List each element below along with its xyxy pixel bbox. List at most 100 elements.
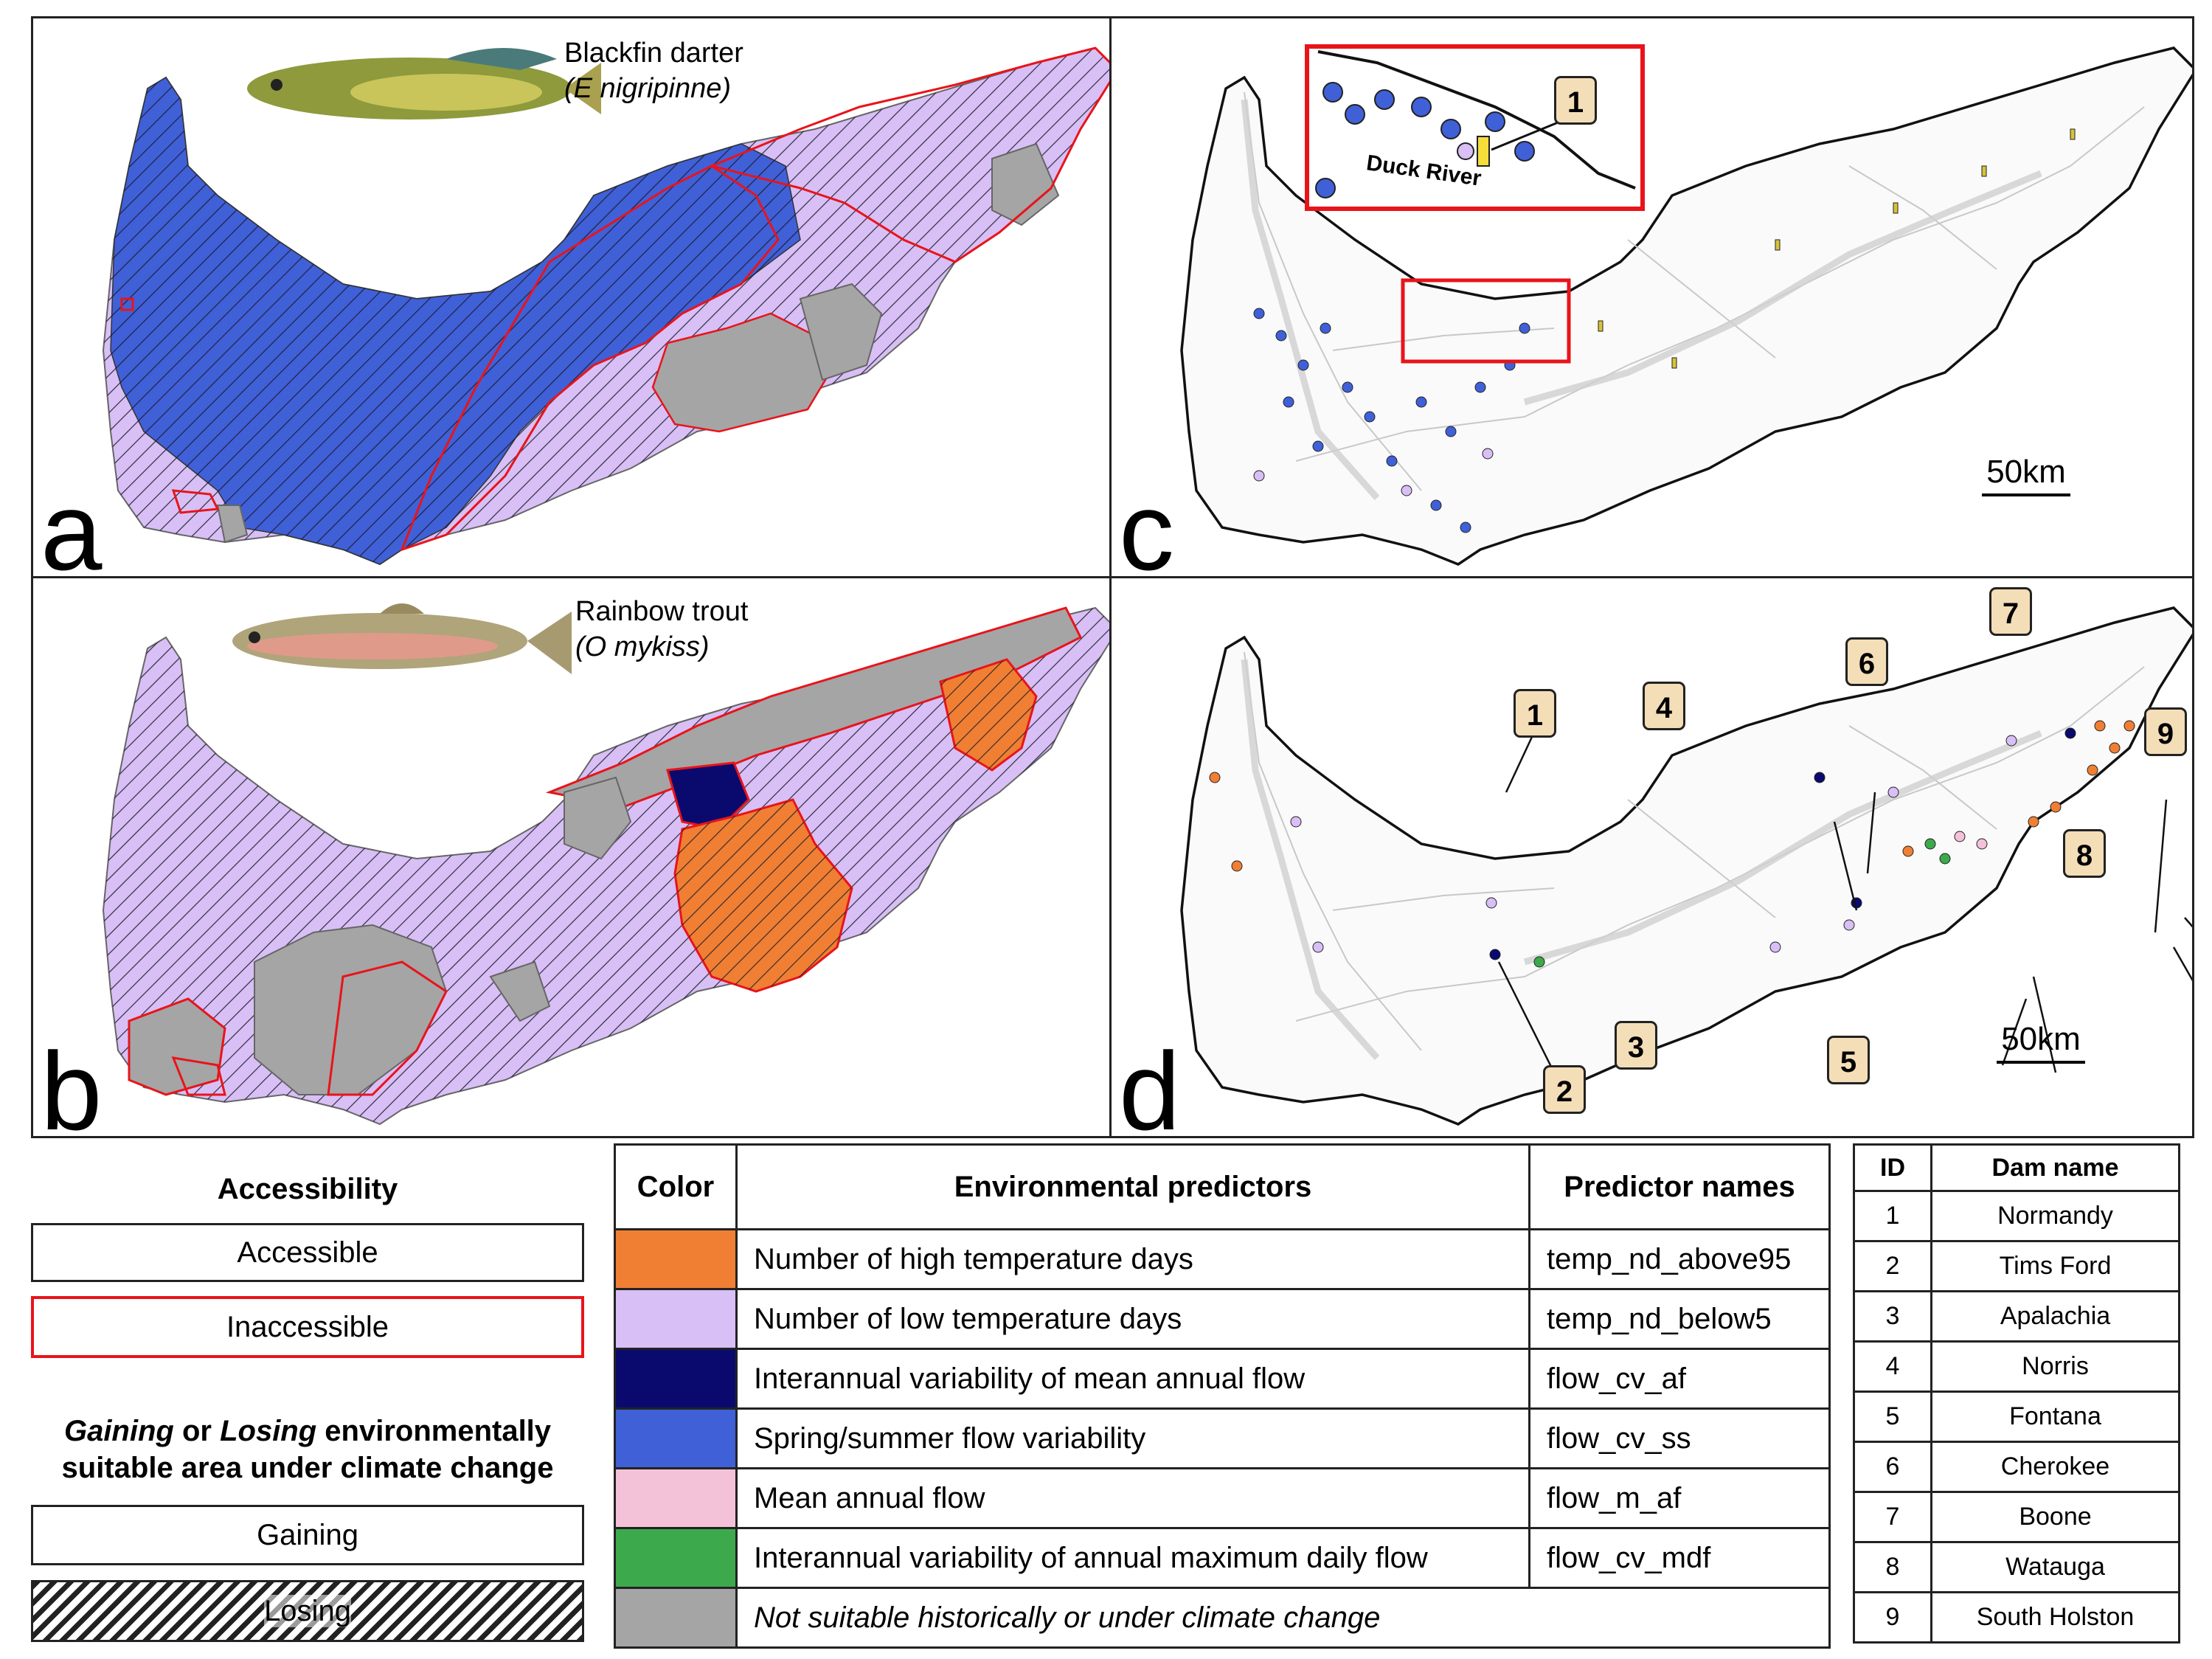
inaccessible-label: Inaccessible bbox=[226, 1311, 389, 1343]
blackfin-darter-image bbox=[247, 48, 601, 120]
predictor-row: Spring/summer flow variability flow_cv_ss bbox=[614, 1407, 1831, 1469]
color-swatch bbox=[614, 1407, 738, 1469]
dam-row: 7 Boone bbox=[1853, 1491, 2180, 1543]
dam-name: Fontana bbox=[1930, 1390, 2180, 1443]
color-swatch bbox=[614, 1228, 738, 1290]
predictor-row: Not suitable historically or under clima… bbox=[614, 1587, 1831, 1649]
predictor-table: Color Environmental predictors Predictor… bbox=[614, 1143, 1831, 1649]
map-panel-a: Blackfin darter (E nigripinne) a bbox=[31, 16, 1112, 578]
dam-id: 5 bbox=[1853, 1390, 1932, 1443]
dam-row: 8 Watauga bbox=[1853, 1541, 2180, 1593]
dam-callout-5: 5 bbox=[1827, 1036, 1870, 1084]
scale-bar: 50km bbox=[1997, 1021, 2085, 1064]
dam-callout-9: 9 bbox=[2144, 707, 2187, 756]
dam-row: 6 Cherokee bbox=[1853, 1441, 2180, 1493]
dam-table: ID Dam name 1 Normandy 2 Tims Ford 3 Apalachi… bbox=[1853, 1143, 2180, 1644]
map-panel-d: 1 2 3 4 5 6 7 8 9 50km d bbox=[1109, 576, 2194, 1138]
predictor-name: flow_cv_ss bbox=[1528, 1407, 1831, 1469]
species-scientific-name: (E nigripinne) bbox=[564, 72, 731, 104]
dam-header-row: ID Dam name bbox=[1853, 1143, 2180, 1192]
panel-label: b bbox=[41, 1029, 103, 1138]
names-header: Predictor names bbox=[1528, 1143, 1831, 1230]
dam-id: 1 bbox=[1853, 1190, 1932, 1242]
predictor-name: flow_cv_af bbox=[1528, 1348, 1831, 1410]
predictor-label: Spring/summer flow variability bbox=[735, 1407, 1530, 1469]
predictor-label: Mean annual flow bbox=[735, 1467, 1530, 1529]
env-header: Environmental predictors bbox=[735, 1143, 1530, 1230]
scale-bar: 50km bbox=[1982, 454, 2070, 496]
dam-id: 3 bbox=[1853, 1290, 1932, 1343]
basin-shape-c bbox=[1180, 46, 2192, 566]
map-panel-c: Duck River 1 50km c bbox=[1109, 16, 2194, 578]
basin-shape-b bbox=[103, 606, 1109, 1125]
predictor-label: Number of low temperature days bbox=[735, 1288, 1530, 1350]
occurrence-points bbox=[1253, 308, 1530, 533]
predictor-row: Number of high temperature days temp_nd_a… bbox=[614, 1228, 1831, 1290]
or-word: or bbox=[173, 1415, 221, 1447]
dam-row: 3 Apalachia bbox=[1853, 1290, 2180, 1343]
dam-markers-c bbox=[1598, 128, 2076, 369]
losing-legend-box: Losing bbox=[31, 1580, 584, 1642]
dam-name: Apalachia bbox=[1930, 1290, 2180, 1343]
accessible-legend-box: Accessible bbox=[31, 1223, 584, 1282]
dam-name: Tims Ford bbox=[1930, 1240, 2180, 1292]
species-common-name: Rainbow trout bbox=[575, 596, 749, 627]
color-swatch bbox=[614, 1467, 738, 1529]
rainbow-trout-image bbox=[232, 603, 572, 674]
dam-callout-2: 2 bbox=[1543, 1065, 1586, 1114]
dam-id: 4 bbox=[1853, 1340, 1932, 1393]
inset-highlight-small bbox=[1401, 278, 1571, 364]
accessible-label: Accessible bbox=[237, 1236, 378, 1269]
dam-name: Normandy bbox=[1930, 1190, 2180, 1242]
basin-shape-d bbox=[1180, 606, 2192, 1126]
dam-callout-6: 6 bbox=[1845, 637, 1888, 686]
dam-name: Watauga bbox=[1930, 1541, 2180, 1593]
title-line-2: suitable area under climate change bbox=[61, 1452, 554, 1484]
dam-callout-8: 8 bbox=[2063, 829, 2106, 878]
panel-label: a bbox=[41, 469, 103, 578]
inaccessible-legend-box: Inaccessible bbox=[31, 1296, 584, 1358]
species-label-b: Rainbow trout (O mykiss) bbox=[575, 595, 748, 665]
species-common-name: Blackfin darter bbox=[564, 38, 743, 69]
color-swatch bbox=[614, 1587, 738, 1649]
predictor-header-row: Color Environmental predictors Predictor… bbox=[614, 1143, 1831, 1230]
basin-shape-a bbox=[103, 46, 1109, 565]
dam-row: 4 Norris bbox=[1853, 1340, 2180, 1393]
predictor-label: Not suitable historically or under clima… bbox=[735, 1587, 1831, 1649]
predictor-name: temp_nd_above95 bbox=[1528, 1228, 1831, 1290]
color-header: Color bbox=[614, 1143, 738, 1230]
dam-name-header: Dam name bbox=[1930, 1143, 2180, 1192]
predictor-label: Interannual variability of annual maximu… bbox=[735, 1527, 1530, 1589]
scale-label: 50km bbox=[1986, 454, 2066, 490]
gaining-word: Gaining bbox=[63, 1415, 174, 1447]
dam-row: 1 Normandy bbox=[1853, 1190, 2180, 1242]
color-swatch bbox=[614, 1527, 738, 1589]
dam-id: 9 bbox=[1853, 1591, 1932, 1644]
species-label-a: Blackfin darter (E nigripinne) bbox=[564, 36, 743, 106]
scale-label: 50km bbox=[2001, 1021, 2081, 1057]
losing-label: Losing bbox=[264, 1595, 351, 1627]
predictor-label: Number of high temperature days bbox=[735, 1228, 1530, 1290]
scale-line bbox=[1997, 1061, 2085, 1064]
inset-map bbox=[1305, 44, 1645, 211]
predictor-row: Number of low temperature days temp_nd_be… bbox=[614, 1288, 1831, 1350]
dam-id: 7 bbox=[1853, 1491, 1932, 1543]
dam-callout-1: 1 bbox=[1514, 689, 1556, 738]
predictor-name: flow_m_af bbox=[1528, 1467, 1831, 1529]
color-swatch bbox=[614, 1348, 738, 1410]
dam-id-header: ID bbox=[1853, 1143, 1932, 1192]
dam-row: 2 Tims Ford bbox=[1853, 1240, 2180, 1292]
predictor-name: flow_cv_mdf bbox=[1528, 1527, 1831, 1589]
climate-change-title: Gaining or Losing environmentally suitab… bbox=[31, 1413, 584, 1486]
species-scientific-name: (O mykiss) bbox=[575, 631, 710, 662]
dam-id: 2 bbox=[1853, 1240, 1932, 1292]
dam-row: 5 Fontana bbox=[1853, 1390, 2180, 1443]
map-panel-b: Rainbow trout (O mykiss) b bbox=[31, 576, 1112, 1138]
dam-name: Boone bbox=[1930, 1491, 2180, 1543]
dam-row: 9 South Holston bbox=[1853, 1591, 2180, 1644]
gaining-legend-box: Gaining bbox=[31, 1505, 584, 1565]
panel-label: c bbox=[1119, 469, 1174, 578]
accessibility-title: Accessibility bbox=[217, 1173, 398, 1205]
dam-name: Cherokee bbox=[1930, 1441, 2180, 1493]
dam-name: South Holston bbox=[1930, 1591, 2180, 1644]
